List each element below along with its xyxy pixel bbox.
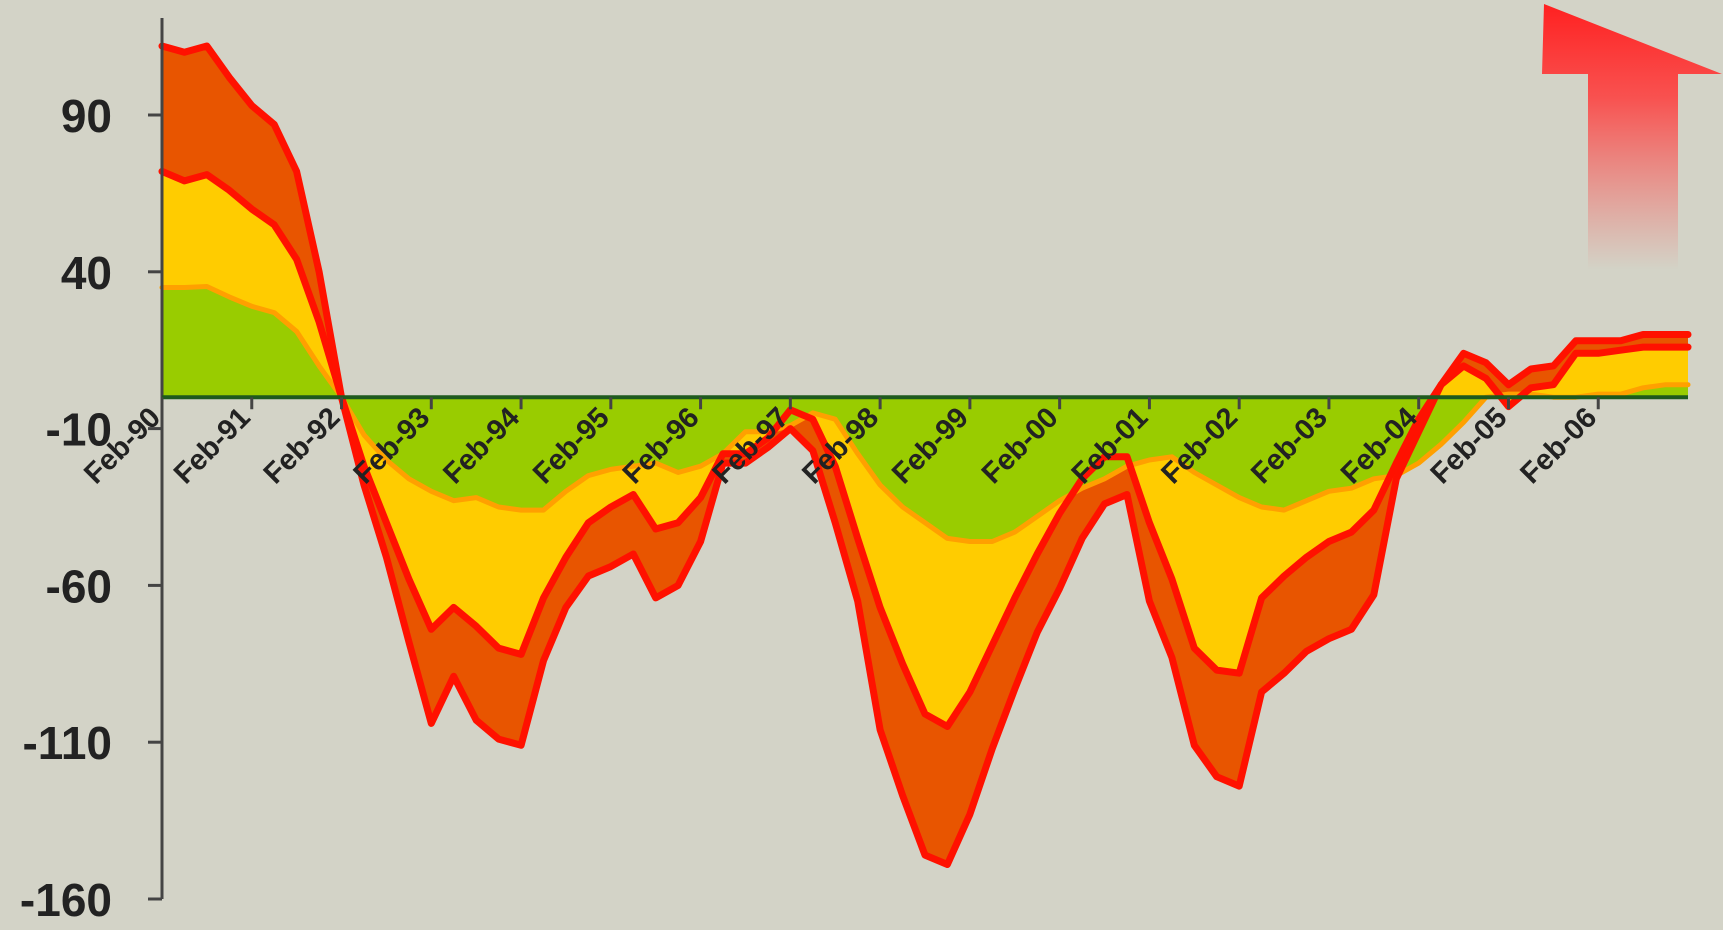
series-green-area xyxy=(162,286,1688,542)
area-layers xyxy=(158,42,1692,868)
x-tick-label: Feb-06 xyxy=(1514,402,1603,491)
x-tick-label: Feb-91 xyxy=(168,402,257,491)
y-tick-labels: 90 40 -10 -60 -110 -160 xyxy=(20,90,162,926)
y-tick-label: 90 xyxy=(61,90,112,142)
axes xyxy=(160,18,1688,899)
y-tick-label: -110 xyxy=(22,717,112,769)
y-tick-label: -10 xyxy=(46,404,112,456)
series-green-outline xyxy=(159,284,1691,544)
y-tick-label: -60 xyxy=(46,560,112,612)
y-tick-label: -160 xyxy=(20,874,112,926)
series-orange-outline xyxy=(158,42,1692,868)
up-arrow-icon xyxy=(1542,4,1722,270)
y-tick-label: 40 xyxy=(61,247,112,299)
x-tick-label: Feb-92 xyxy=(258,402,347,491)
